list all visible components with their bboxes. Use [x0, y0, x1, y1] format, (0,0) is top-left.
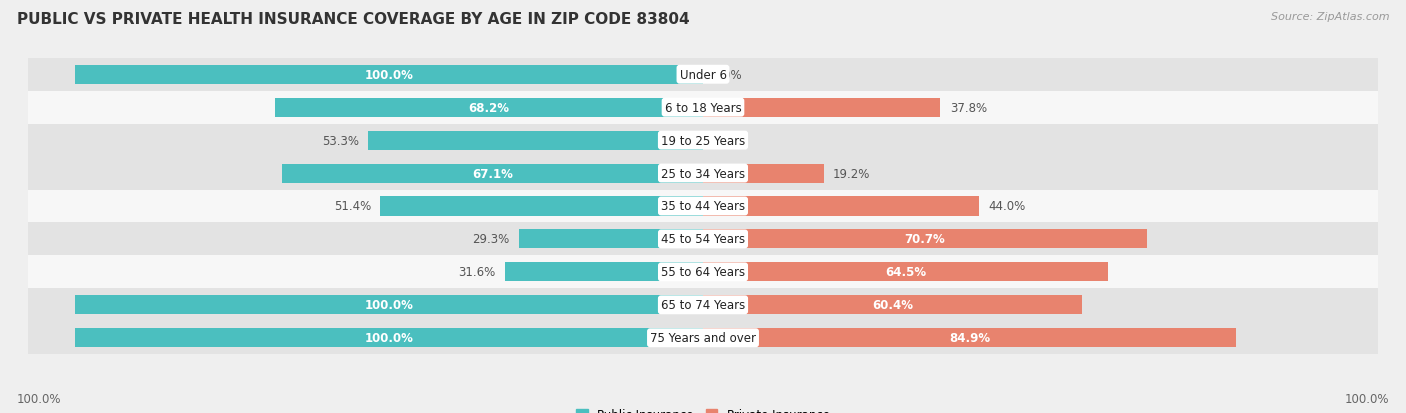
Text: 0.0%: 0.0% — [713, 134, 742, 147]
Bar — [703, 197, 979, 216]
Bar — [703, 296, 1083, 315]
Bar — [281, 164, 703, 183]
Text: 100.0%: 100.0% — [364, 332, 413, 344]
Text: 100.0%: 100.0% — [17, 392, 62, 405]
Text: 60.4%: 60.4% — [872, 299, 912, 311]
Text: 29.3%: 29.3% — [472, 233, 509, 246]
Text: 19.2%: 19.2% — [832, 167, 870, 180]
Bar — [28, 92, 1378, 124]
Bar — [28, 321, 1378, 354]
Text: 67.1%: 67.1% — [472, 167, 513, 180]
Bar — [519, 230, 703, 249]
Text: 70.7%: 70.7% — [904, 233, 945, 246]
Bar — [28, 124, 1378, 157]
Bar — [380, 197, 703, 216]
Text: Under 6: Under 6 — [679, 69, 727, 81]
Bar — [28, 190, 1378, 223]
Text: 51.4%: 51.4% — [333, 200, 371, 213]
Bar — [703, 328, 1236, 347]
Text: 35 to 44 Years: 35 to 44 Years — [661, 200, 745, 213]
Text: Source: ZipAtlas.com: Source: ZipAtlas.com — [1271, 12, 1389, 22]
Bar — [75, 66, 703, 85]
Bar — [703, 263, 1108, 282]
Legend: Public Insurance, Private Insurance: Public Insurance, Private Insurance — [576, 408, 830, 413]
Bar — [75, 296, 703, 315]
Text: 65 to 74 Years: 65 to 74 Years — [661, 299, 745, 311]
Bar — [28, 157, 1378, 190]
Text: 100.0%: 100.0% — [1344, 392, 1389, 405]
Bar — [28, 256, 1378, 289]
Bar — [703, 98, 941, 117]
Bar — [28, 59, 1378, 92]
Bar — [368, 131, 703, 150]
Bar — [75, 328, 703, 347]
Text: 37.8%: 37.8% — [949, 102, 987, 114]
Text: 75 Years and over: 75 Years and over — [650, 332, 756, 344]
Text: 44.0%: 44.0% — [988, 200, 1026, 213]
Bar — [28, 223, 1378, 256]
Text: 25 to 34 Years: 25 to 34 Years — [661, 167, 745, 180]
Bar — [505, 263, 703, 282]
Text: 68.2%: 68.2% — [468, 102, 509, 114]
Text: 45 to 54 Years: 45 to 54 Years — [661, 233, 745, 246]
Text: 31.6%: 31.6% — [458, 266, 495, 279]
Text: PUBLIC VS PRIVATE HEALTH INSURANCE COVERAGE BY AGE IN ZIP CODE 83804: PUBLIC VS PRIVATE HEALTH INSURANCE COVER… — [17, 12, 689, 27]
Bar — [28, 289, 1378, 321]
Text: 100.0%: 100.0% — [364, 69, 413, 81]
Text: 84.9%: 84.9% — [949, 332, 990, 344]
Text: 19 to 25 Years: 19 to 25 Years — [661, 134, 745, 147]
Text: 64.5%: 64.5% — [884, 266, 927, 279]
Text: 6 to 18 Years: 6 to 18 Years — [665, 102, 741, 114]
Text: 100.0%: 100.0% — [364, 299, 413, 311]
Bar — [274, 98, 703, 117]
Text: 55 to 64 Years: 55 to 64 Years — [661, 266, 745, 279]
Text: 53.3%: 53.3% — [322, 134, 359, 147]
Text: 0.0%: 0.0% — [713, 69, 742, 81]
Bar — [703, 164, 824, 183]
Bar — [703, 230, 1147, 249]
